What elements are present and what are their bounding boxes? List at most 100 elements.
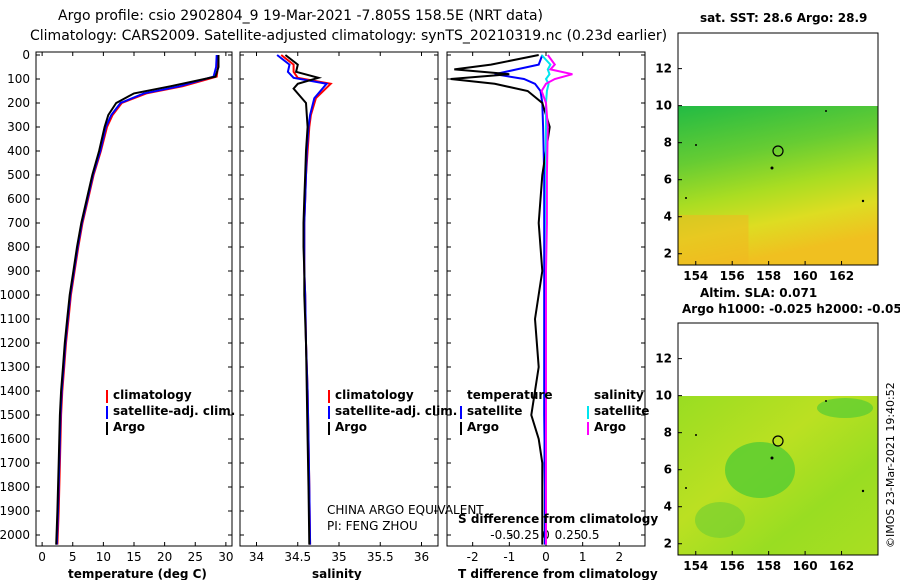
depth-tick-label: 400 <box>7 144 30 158</box>
depth-tick-label: 500 <box>7 168 30 182</box>
legend-heading-salinity: salinity <box>594 388 644 402</box>
temperature-x-tick-label: 0 <box>38 550 46 564</box>
depth-tick-label: 1800 <box>0 480 30 494</box>
profile-curves <box>55 54 573 545</box>
legend-label-s-argo: Argo <box>594 420 626 434</box>
difference-legend: temperature salinity satellite Argo sate… <box>460 388 649 435</box>
map-x-tick-label: 160 <box>793 559 818 573</box>
salinity-legend: climatology satellite-adj. clim. Argo <box>328 388 457 435</box>
depth-tick-label: 2000 <box>0 528 30 542</box>
map-y-tick-label: 4 <box>664 500 672 514</box>
island-dot <box>861 199 865 203</box>
s-difference-tick-label: 0.5 <box>580 528 599 542</box>
map-y-tick-label: 2 <box>664 537 672 551</box>
map-y-tick-label: 6 <box>664 173 672 187</box>
legend-label-argo: Argo <box>335 420 367 434</box>
map-x-tick-label: 156 <box>720 269 745 283</box>
sla-map-title: Altim. SLA: 0.071 <box>700 286 817 300</box>
temperature-x-tick-label: 15 <box>126 550 141 564</box>
sst-map <box>677 32 879 266</box>
depth-tick-label: 700 <box>7 216 30 230</box>
temperature-panel-frame <box>35 51 233 547</box>
map-y-tick-label: 6 <box>664 463 672 477</box>
sst-field-warm-patch <box>678 215 749 264</box>
sla-low-patch <box>695 502 745 538</box>
island-dot <box>770 456 774 460</box>
figure-title-line1: Argo profile: csio 2902804_9 19-Mar-2021… <box>58 8 543 24</box>
salinity-series-satellite-adj-clim- <box>276 54 329 545</box>
depth-tick-label: 1700 <box>0 456 30 470</box>
depth-tick-label: 900 <box>7 264 30 278</box>
depth-tick-label: 1200 <box>0 336 30 350</box>
island-dot <box>695 144 697 146</box>
map-y-tick-label: 12 <box>655 352 672 366</box>
temperature-x-tick-label: 30 <box>218 550 233 564</box>
difference-series-t-satellite <box>494 54 546 545</box>
depth-tick-label: 800 <box>7 240 30 254</box>
depth-tick-label: 300 <box>7 120 30 134</box>
map-x-tick-label: 158 <box>756 559 781 573</box>
s-difference-tick-label: 0.25 <box>555 528 582 542</box>
island-dot <box>695 434 697 436</box>
depth-tick-label: 0 <box>22 48 30 62</box>
difference-x-tick-label: 1 <box>579 550 587 564</box>
temperature-x-tick-label: 10 <box>96 550 111 564</box>
watermark-line2: PI: FENG ZHOU <box>327 519 418 533</box>
sla-map-subtitle: Argo h1000: -0.025 h2000: -0.05 <box>682 302 900 316</box>
map-y-tick-label: 10 <box>655 389 672 403</box>
legend-label-t-satellite: satellite <box>467 404 522 418</box>
salinity-x-tick-label: 35 <box>331 550 346 564</box>
imos-credit: ©IMOS 23-Mar-2021 19:40:52 <box>884 382 897 548</box>
difference-x-tick-label: -1 <box>503 550 515 564</box>
legend-heading-temperature: temperature <box>467 388 552 402</box>
depth-tick-label: 100 <box>7 72 30 86</box>
difference-x-tick-label: 0 <box>542 550 550 564</box>
temperature-series-satellite-adj-clim- <box>55 54 218 545</box>
sla-low-patch <box>725 442 795 498</box>
temperature-x-tick-label: 25 <box>188 550 203 564</box>
sst-map-ticks: 154 156 158 160 162 2 4 6 8 10 12 <box>655 62 854 283</box>
legend-label-climatology: climatology <box>113 388 192 402</box>
difference-series-t-argo <box>450 54 551 545</box>
map-y-tick-label: 8 <box>664 136 672 150</box>
map-y-tick-label: 8 <box>664 426 672 440</box>
salinity-x-tick-label: 34 <box>249 550 264 564</box>
figure-title-line2: Climatology: CARS2009. Satellite-adjuste… <box>30 28 667 44</box>
legend-label-t-argo: Argo <box>467 420 499 434</box>
s-difference-axis-label: S difference from climatology <box>458 512 658 526</box>
salinity-panel-frame <box>239 51 439 547</box>
depth-tick-label: 1600 <box>0 432 30 446</box>
t-difference-axis-label: T difference from climatology <box>458 567 658 580</box>
salinity-series-argo <box>284 54 323 545</box>
sst-map-title: sat. SST: 28.6 Argo: 28.9 <box>700 11 867 25</box>
temperature-x-tick-label: 5 <box>69 550 77 564</box>
temperature-series-climatology <box>56 55 219 545</box>
watermark-line1: CHINA ARGO EQUIVALENT <box>327 503 484 517</box>
salinity-x-tick-label: 36 <box>414 550 429 564</box>
depth-tick-label: 1300 <box>0 360 30 374</box>
depth-tick-label: 1400 <box>0 384 30 398</box>
map-x-tick-label: 156 <box>720 559 745 573</box>
salinity-axis-label: salinity <box>312 567 362 580</box>
map-x-tick-label: 158 <box>756 269 781 283</box>
island-dot <box>770 166 774 170</box>
x-tick-labels: 0 5 10 15 20 25 30 34 34.5 35 35.5 36 -2 -1 0 1 2 -0.5-0.… <box>38 528 623 564</box>
legend-label-satellite: satellite-adj. clim. <box>335 404 457 418</box>
salinity-x-tick-label: 34.5 <box>284 550 311 564</box>
s-difference-tick-label: -0.5 <box>490 528 513 542</box>
temperature-legend: climatology satellite-adj. clim. Argo <box>106 388 235 435</box>
difference-x-tick-label: -2 <box>467 550 479 564</box>
sla-low-patch <box>817 398 873 418</box>
map-x-tick-label: 160 <box>793 269 818 283</box>
island-dot <box>861 489 865 493</box>
difference-x-tick-label: 2 <box>616 550 624 564</box>
map-y-tick-label: 2 <box>664 247 672 261</box>
depth-tick-label: 1500 <box>0 408 30 422</box>
sla-map-ticks: 154 156 158 160 162 2 4 6 8 10 12 <box>655 352 854 573</box>
map-y-tick-label: 4 <box>664 210 672 224</box>
argo-position-marker <box>772 435 784 447</box>
depth-tick-label: 1100 <box>0 312 30 326</box>
map-y-tick-label: 12 <box>655 62 672 76</box>
depth-tick-label: 200 <box>7 96 30 110</box>
